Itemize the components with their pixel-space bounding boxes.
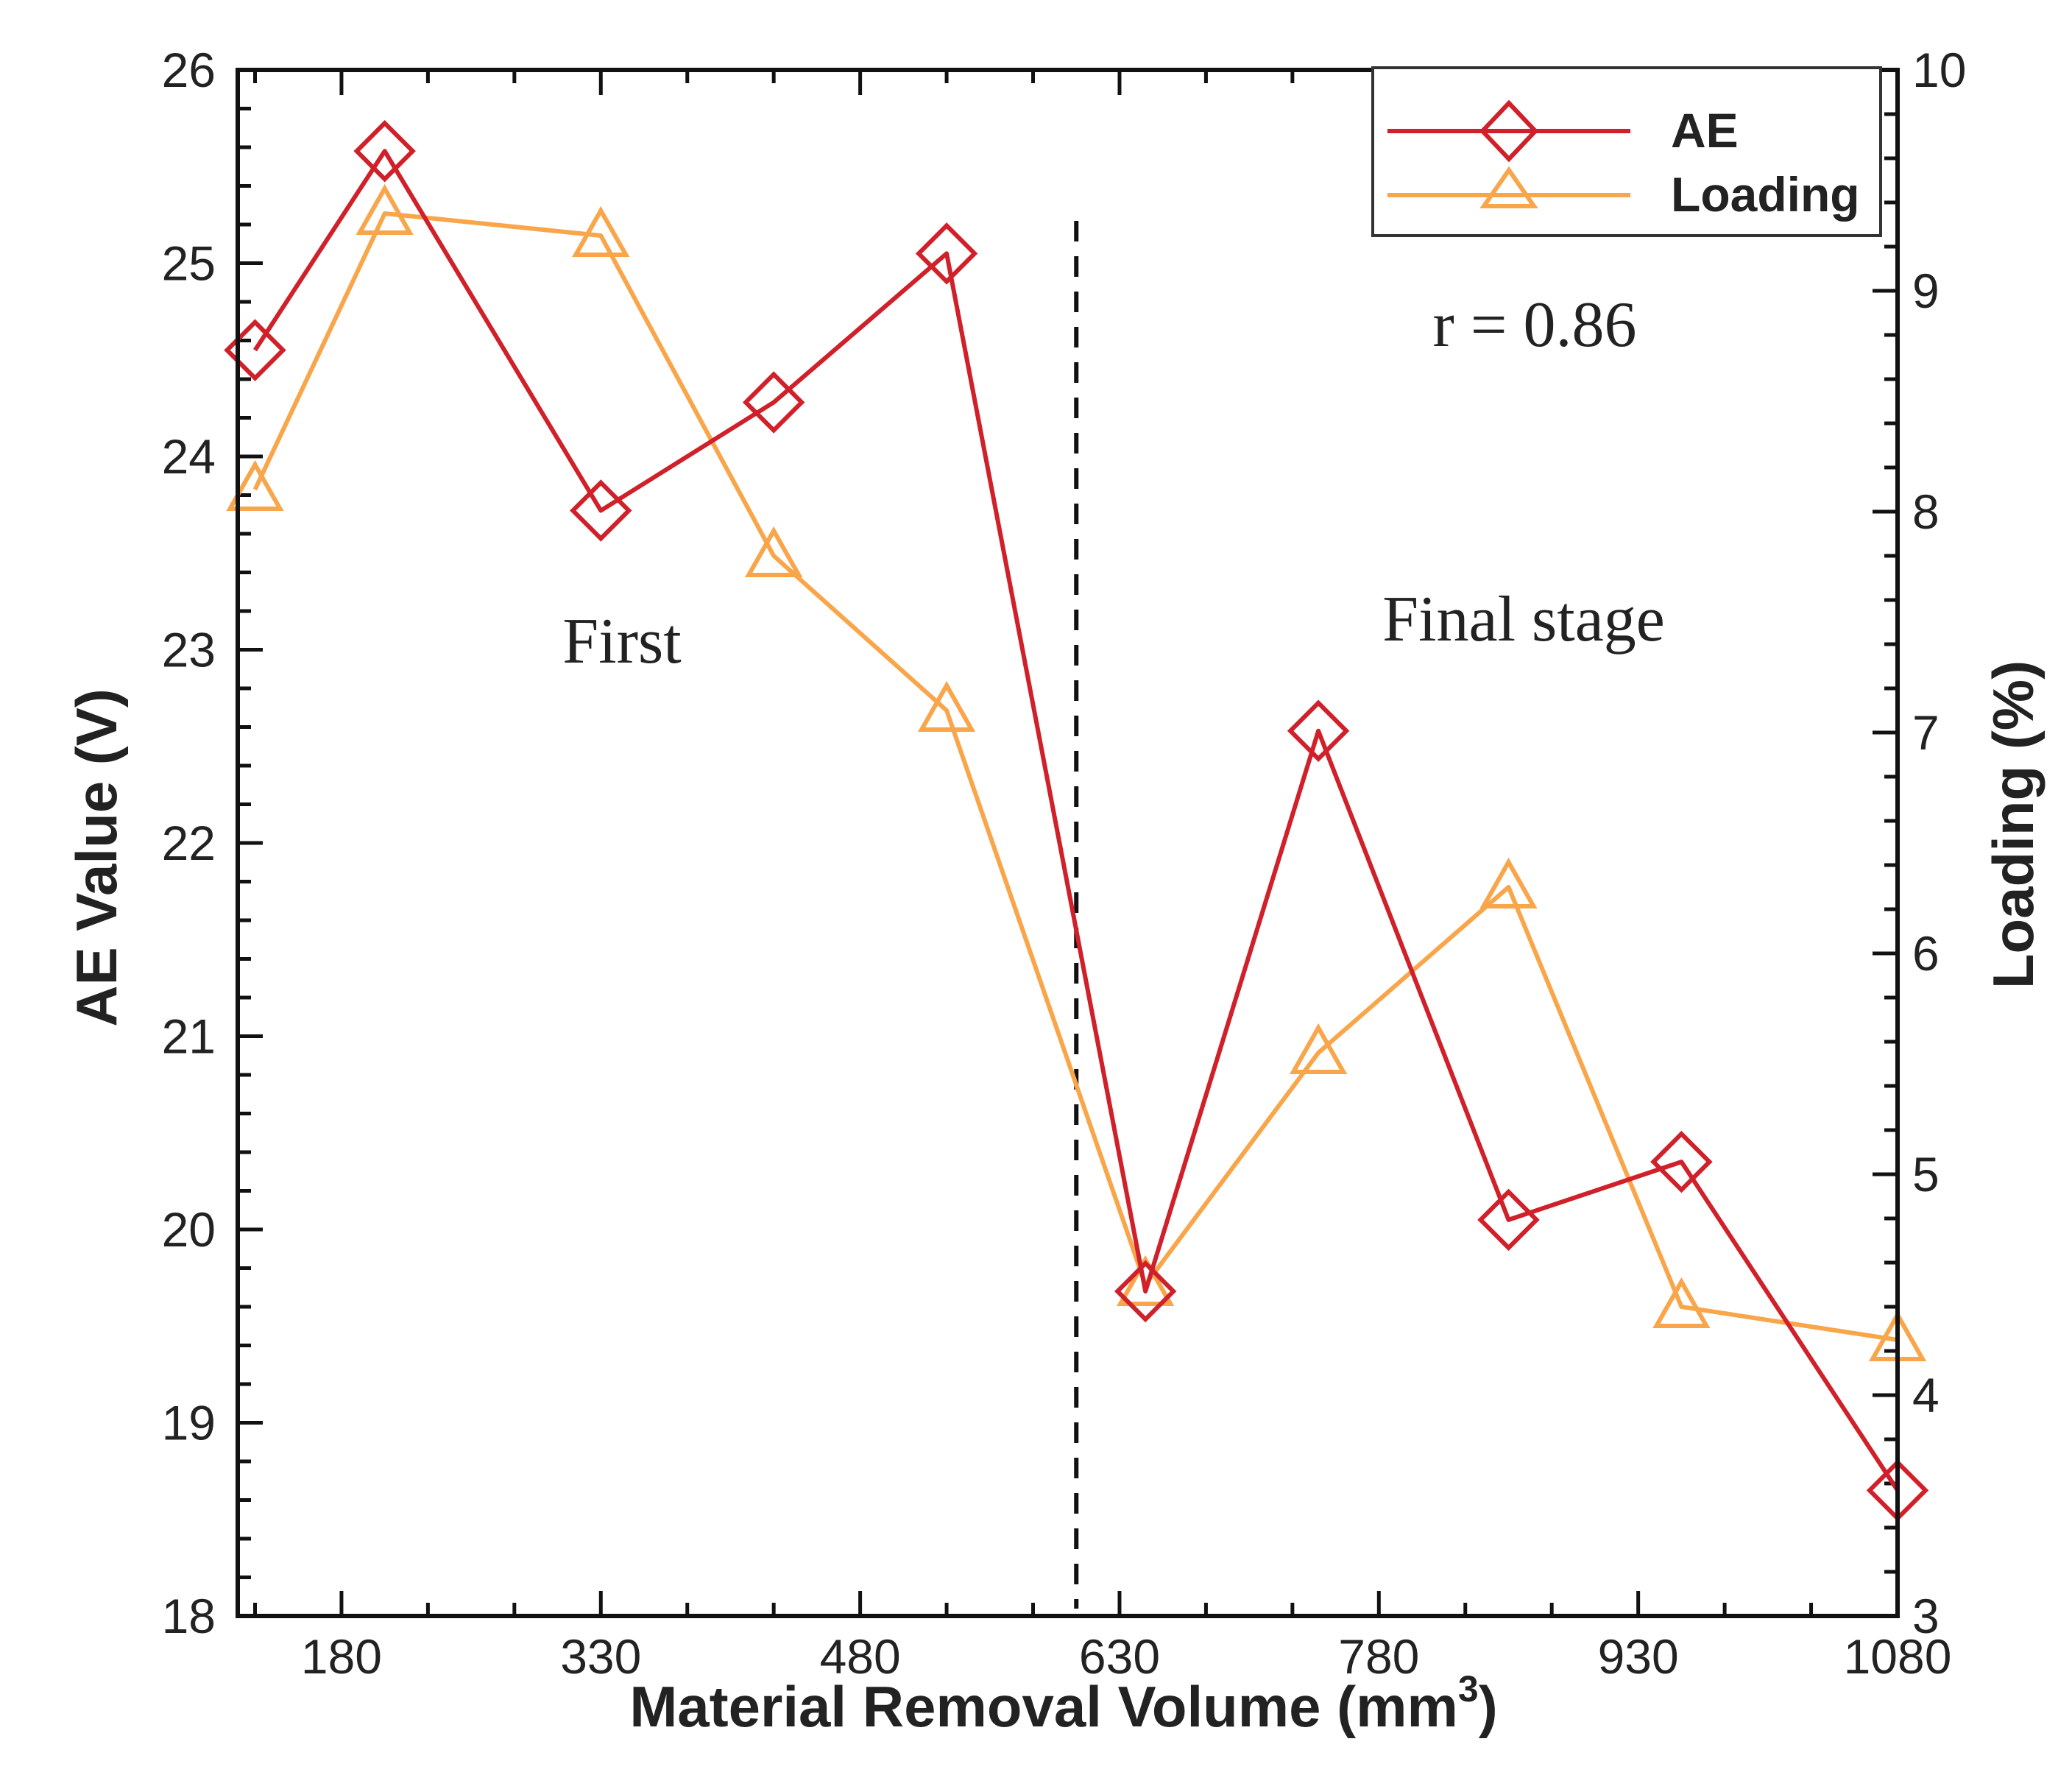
x-axis-title-close: ) (1479, 1674, 1498, 1739)
data-point-ae (1114, 1260, 1177, 1323)
y-left-tick-label: 18 (162, 1589, 216, 1643)
y-axis-right-title: Loading (%) (1981, 660, 2046, 989)
y-right-tick-label: 10 (1912, 43, 1966, 97)
y-right-tick-label: 5 (1912, 1147, 1940, 1202)
y-right-tick-label: 9 (1912, 264, 1940, 318)
y-right-tick-label: 8 (1912, 484, 1940, 539)
data-point-ae (1477, 1188, 1540, 1252)
data-point-ae (1287, 699, 1350, 762)
data-point-ae (353, 120, 416, 183)
legend-loading-marker (1479, 166, 1538, 208)
x-axis-title-superscript: 3 (1458, 1668, 1479, 1709)
annotation-final-stage: Final stage (1382, 584, 1665, 655)
data-point-loading (356, 183, 414, 235)
data-point-loading (1652, 1277, 1711, 1328)
x-tick-label: 330 (560, 1629, 641, 1684)
x-tick-label: 630 (1079, 1629, 1160, 1684)
y-right-tick-label: 3 (1912, 1589, 1940, 1643)
x-tick-label: 780 (1338, 1629, 1419, 1684)
data-point-loading (745, 526, 803, 577)
legend-box (1371, 66, 1882, 237)
data-point-ae (570, 479, 632, 542)
annotation-first: First (562, 606, 681, 677)
y-left-tick-label: 19 (162, 1396, 216, 1450)
y-right-tick-label: 7 (1912, 705, 1940, 760)
plot-frame (236, 68, 1900, 1618)
data-point-loading (226, 459, 284, 511)
x-tick-label: 1080 (1844, 1629, 1952, 1684)
y-right-tick-label: 4 (1912, 1368, 1940, 1422)
y-right-tick-label: 6 (1912, 926, 1940, 981)
data-point-loading (1117, 1255, 1175, 1306)
y-left-tick-label: 26 (162, 43, 216, 97)
y-left-tick-label: 20 (162, 1202, 216, 1257)
x-tick-label: 180 (301, 1629, 382, 1684)
series-line-loading (252, 211, 1898, 1342)
x-tick-label: 480 (820, 1629, 901, 1684)
data-point-loading (572, 205, 630, 257)
data-point-loading (917, 680, 976, 732)
x-tick-label: 930 (1598, 1629, 1679, 1684)
series-line-ae (252, 149, 1900, 1492)
legend-ae-marker (1479, 99, 1539, 163)
y-axis-left-title: AE Value (V) (64, 688, 129, 1026)
legend: AE Loading (1371, 66, 1882, 237)
data-point-loading (1289, 1023, 1348, 1074)
legend-loading-label: Loading (1671, 167, 1860, 222)
y-left-tick-label: 23 (162, 623, 216, 677)
y-left-tick-label: 21 (162, 1009, 216, 1064)
y-left-tick-label: 25 (162, 236, 216, 291)
series-layer (224, 120, 1929, 1522)
y-left-tick-label: 22 (162, 816, 216, 870)
data-point-loading (1479, 857, 1538, 908)
data-point-ae (742, 371, 805, 434)
data-point-ae (915, 222, 978, 285)
legend-ae-label: AE (1671, 103, 1739, 158)
x-axis-title: Material Removal Volume (mm3) (629, 1668, 1497, 1739)
data-point-ae (1650, 1130, 1713, 1193)
annotation-correlation: r = 0.86 (1433, 289, 1637, 361)
y-left-tick-label: 24 (162, 429, 216, 484)
